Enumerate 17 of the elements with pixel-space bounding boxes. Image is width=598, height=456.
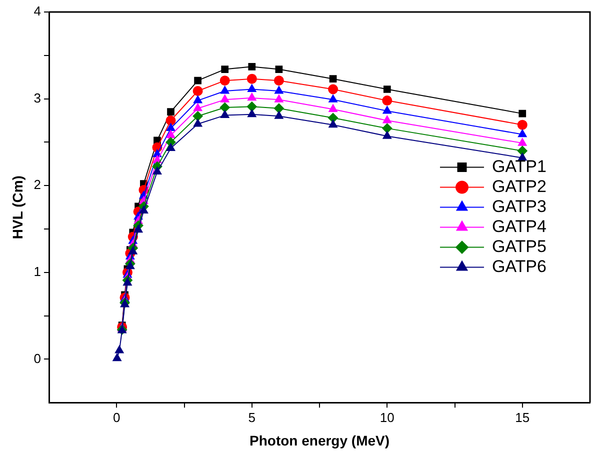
- legend-label: GATP6: [492, 256, 546, 276]
- y-tick-label: 4: [34, 4, 42, 19]
- x-tick-label: 5: [248, 410, 256, 425]
- legend-label: GATP2: [492, 176, 546, 196]
- y-tick-label: 1: [34, 264, 42, 279]
- legend-label: GATP5: [492, 236, 546, 256]
- x-tick-label: 0: [113, 410, 120, 425]
- x-tick-label: 10: [380, 410, 394, 425]
- legend-label: GATP1: [492, 156, 546, 176]
- x-axis-title: Photon energy (MeV): [250, 432, 390, 448]
- y-tick-label: 2: [34, 177, 42, 192]
- legend-label: GATP4: [492, 216, 546, 236]
- y-tick-label: 0: [34, 350, 42, 366]
- y-axis-title: HVL (Cm): [9, 176, 26, 240]
- y-tick-label: 3: [34, 90, 42, 106]
- x-tick-label: 15: [515, 410, 530, 425]
- legend-label: GATP3: [492, 196, 546, 216]
